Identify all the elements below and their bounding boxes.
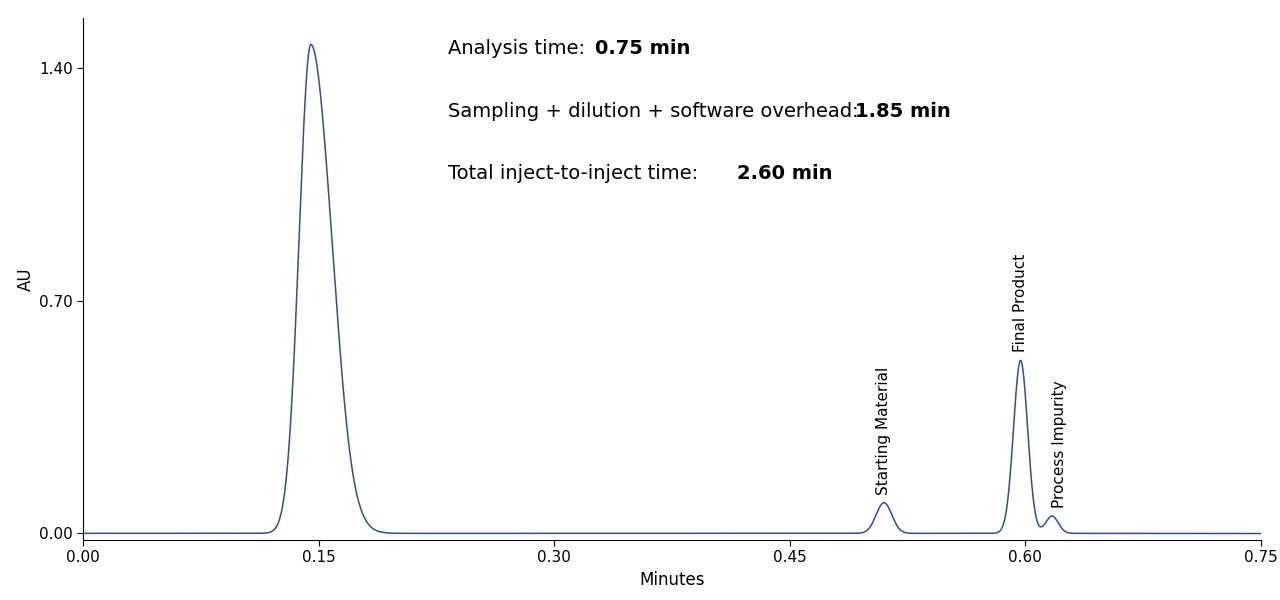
Text: Starting Material: Starting Material [877,367,891,495]
Text: 1.85 min: 1.85 min [855,101,950,121]
Text: Sampling + dilution + software overhead:: Sampling + dilution + software overhead: [448,101,865,121]
Text: Final Product: Final Product [1012,254,1028,352]
Y-axis label: AU: AU [17,267,35,291]
X-axis label: Minutes: Minutes [639,571,705,589]
Text: Process Impurity: Process Impurity [1052,381,1068,508]
Text: 0.75 min: 0.75 min [595,39,691,58]
Text: Analysis time:: Analysis time: [448,39,591,58]
Text: 2.60 min: 2.60 min [737,164,832,183]
Text: Total inject-to-inject time:: Total inject-to-inject time: [448,164,704,183]
